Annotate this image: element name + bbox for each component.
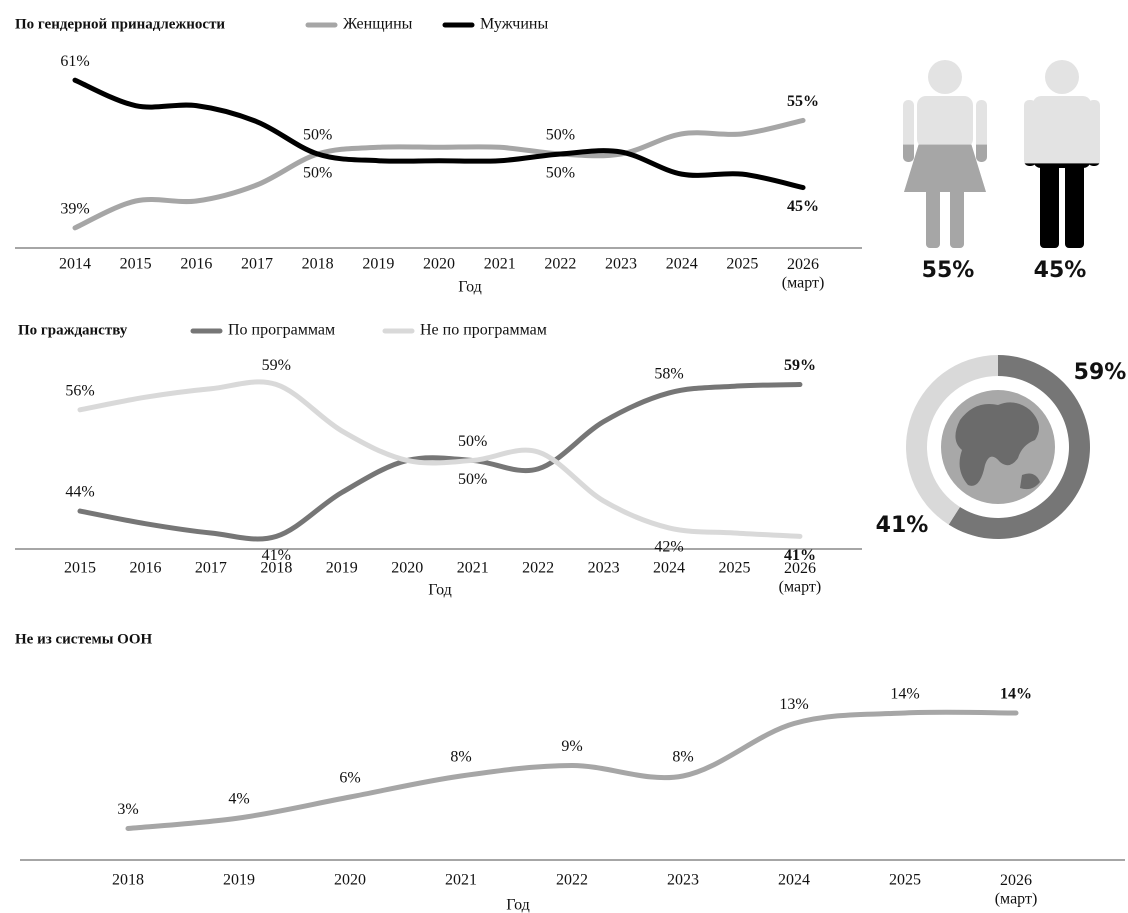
x-tick-label: 2017 (241, 256, 273, 273)
x-tick-label: 2026 (март) (995, 872, 1038, 907)
x-tick-label: 2021 (484, 256, 516, 273)
x-tick-label: 2024 (666, 256, 698, 273)
x-tick-label: 2019 (223, 872, 255, 889)
donut-segment (948, 355, 1090, 539)
x-tick-label: 2020 (391, 560, 423, 577)
x-tick-label: 2016 (180, 256, 212, 273)
data-label: 3% (117, 801, 138, 818)
data-label: 42% (654, 539, 683, 556)
x-tick-label: 2023 (588, 560, 620, 577)
x-tick-label: 2022 (522, 560, 554, 577)
x-tick-label: 2023 (667, 872, 699, 889)
person-icon (903, 60, 987, 248)
data-label: 6% (339, 770, 360, 787)
line-series (77, 379, 803, 539)
x-tick-label: 2021 (445, 872, 477, 889)
data-label: 39% (60, 201, 89, 218)
x-tick-label: 2017 (195, 560, 227, 577)
data-label: 58% (654, 366, 683, 383)
data-label: 8% (450, 749, 471, 766)
x-tick-label: 2026 (март) (779, 560, 822, 595)
data-label: 13% (779, 696, 808, 713)
donut-label: 59% (1074, 360, 1127, 385)
x-axis-label: Год (506, 897, 530, 913)
x-tick-label: 2020 (423, 256, 455, 273)
x-tick-label: 2015 (120, 256, 152, 273)
x-tick-label: 2021 (457, 560, 489, 577)
chart-title: По гендерной принадлежности (15, 16, 225, 32)
x-tick-label: 2025 (889, 872, 921, 889)
x-tick-label: 2024 (653, 560, 685, 577)
x-tick-label: 2026 (март) (782, 256, 825, 291)
x-axis-label: Год (458, 279, 482, 296)
x-axis-label: Год (428, 582, 452, 599)
x-tick-label: 2018 (302, 256, 334, 273)
data-label: 14% (890, 686, 919, 703)
line-series (125, 709, 1019, 831)
x-tick-label: 2022 (544, 256, 576, 273)
data-label: 9% (561, 738, 582, 755)
data-label: 59% (784, 357, 816, 374)
data-label: 8% (672, 749, 693, 766)
data-label: 50% (303, 165, 332, 182)
icon-label: 55% (922, 258, 975, 283)
legend-label: По программам (228, 322, 335, 339)
x-tick-label: 2018 (112, 872, 144, 889)
icon-fill (1024, 163, 1100, 248)
data-label: 55% (787, 93, 819, 110)
x-tick-label: 2020 (334, 872, 366, 889)
data-label: 44% (65, 484, 94, 501)
data-label: 59% (262, 357, 291, 374)
data-label: 14% (1000, 686, 1032, 703)
person-icon (1024, 60, 1100, 248)
globe (937, 386, 1059, 508)
data-label: 61% (60, 53, 89, 70)
icon-label: 45% (1034, 258, 1087, 283)
data-label: 50% (303, 127, 332, 144)
x-tick-label: 2018 (260, 560, 292, 577)
data-label: 56% (65, 382, 94, 399)
donut-segment (905, 355, 998, 525)
x-tick-label: 2022 (556, 872, 588, 889)
data-label: 4% (228, 791, 249, 808)
x-tick-label: 2019 (326, 560, 358, 577)
legend-label: Женщины (343, 16, 413, 33)
x-tick-label: 2025 (726, 256, 758, 273)
data-label: 50% (546, 127, 575, 144)
line-series (72, 77, 806, 191)
data-label: 41% (262, 547, 291, 564)
icon-fill (903, 144, 987, 248)
data-label: 50% (546, 165, 575, 182)
data-label: 50% (458, 433, 487, 450)
chart-title: По гражданству (18, 322, 128, 338)
donut-label: 41% (876, 513, 929, 538)
data-label: 50% (458, 471, 487, 488)
line-series (77, 382, 803, 542)
line-series (72, 117, 806, 231)
x-tick-label: 2014 (59, 256, 91, 273)
legend-label: Не по программам (420, 322, 547, 339)
legend-label: Мужчины (480, 16, 548, 33)
icon-background (1024, 60, 1100, 248)
data-label: 45% (787, 198, 819, 215)
x-tick-label: 2023 (605, 256, 637, 273)
x-tick-label: 2025 (719, 560, 751, 577)
x-tick-label: 2024 (778, 872, 810, 889)
chart-title: Не из системы ООН (15, 631, 152, 647)
x-tick-label: 2016 (129, 560, 161, 577)
x-tick-label: 2015 (64, 560, 96, 577)
data-label: 41% (784, 547, 816, 564)
x-tick-label: 2019 (362, 256, 394, 273)
